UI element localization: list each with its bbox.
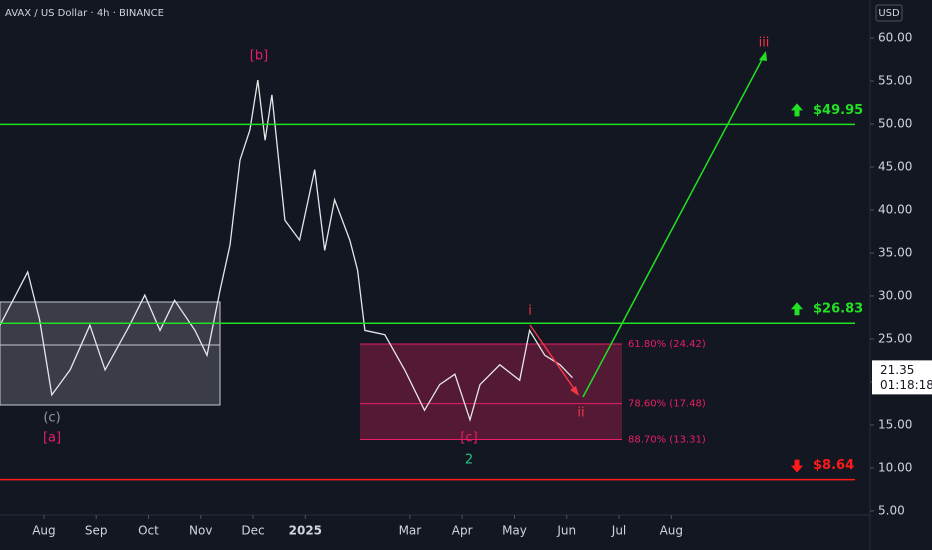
y-tick-label: 5.00 bbox=[878, 503, 905, 517]
currency: USD bbox=[878, 8, 900, 19]
y-tick-label: 40.00 bbox=[878, 202, 912, 216]
price-tag-countdown: 01:18:18 bbox=[880, 378, 932, 392]
price-tag-label: 21.35 bbox=[880, 363, 914, 377]
y-tick-label: 55.00 bbox=[878, 74, 912, 88]
wave-label: (c) bbox=[43, 411, 60, 426]
x-tick-label: 2025 bbox=[289, 524, 322, 538]
currency-badge bbox=[875, 4, 903, 22]
x-tick-label: Nov bbox=[189, 524, 212, 538]
y-tick-label: 25.00 bbox=[878, 331, 912, 345]
arrow-head bbox=[570, 386, 579, 396]
arrow-head bbox=[759, 51, 767, 61]
y-tick-label: 15.00 bbox=[878, 417, 912, 431]
projection-arrow bbox=[582, 53, 766, 398]
x-tick-label: Aug bbox=[32, 524, 55, 538]
projection-arrow bbox=[529, 324, 578, 394]
x-tick-label: Jun bbox=[556, 524, 576, 538]
level-icon bbox=[791, 103, 803, 117]
x-tick-label: May bbox=[502, 524, 527, 538]
level-label: $26.83 bbox=[813, 302, 863, 317]
wave-label: i bbox=[528, 304, 532, 319]
price-tag bbox=[872, 360, 932, 395]
y-tick-label: 45.00 bbox=[878, 159, 912, 173]
y-tick-label: 50.00 bbox=[878, 116, 912, 130]
y-tick-label: 30.00 bbox=[878, 288, 912, 302]
x-tick-label: Dec bbox=[241, 524, 264, 538]
level-label: $8.64 bbox=[813, 458, 854, 473]
fib-label: 88.70% (13.31) bbox=[628, 434, 706, 445]
x-tick-label: Sep bbox=[85, 524, 108, 538]
wave-label: [a] bbox=[43, 431, 61, 446]
price-line bbox=[0, 79, 573, 423]
level-icon bbox=[791, 302, 803, 316]
x-tick-label: Apr bbox=[452, 524, 473, 538]
level-label: $49.95 bbox=[813, 103, 863, 118]
wave-label: [c] bbox=[460, 431, 477, 446]
wave-label: 2 bbox=[465, 453, 473, 468]
wave-label: ii bbox=[577, 406, 584, 421]
level-icon bbox=[791, 459, 803, 473]
fib-label: 78.60% (17.48) bbox=[628, 399, 706, 410]
x-tick-label: Oct bbox=[138, 524, 159, 538]
y-tick-label: 35.00 bbox=[878, 245, 912, 259]
fib-label: 61.80% (24.42) bbox=[628, 339, 706, 350]
wave-label: [b] bbox=[250, 49, 268, 64]
range-box bbox=[0, 301, 221, 406]
y-tick-label: 60.00 bbox=[878, 31, 912, 45]
wave-label: iii bbox=[759, 36, 770, 51]
x-tick-label: Mar bbox=[399, 524, 422, 538]
symbol-title: AVAX / US Dollar · 4h · BINANCE bbox=[5, 8, 164, 19]
plot bbox=[0, 79, 622, 440]
x-tick-label: Aug bbox=[660, 524, 683, 538]
x-tick-label: Jul bbox=[611, 524, 626, 538]
fib-zone bbox=[360, 343, 622, 440]
y-tick-label: 10.00 bbox=[878, 460, 912, 474]
